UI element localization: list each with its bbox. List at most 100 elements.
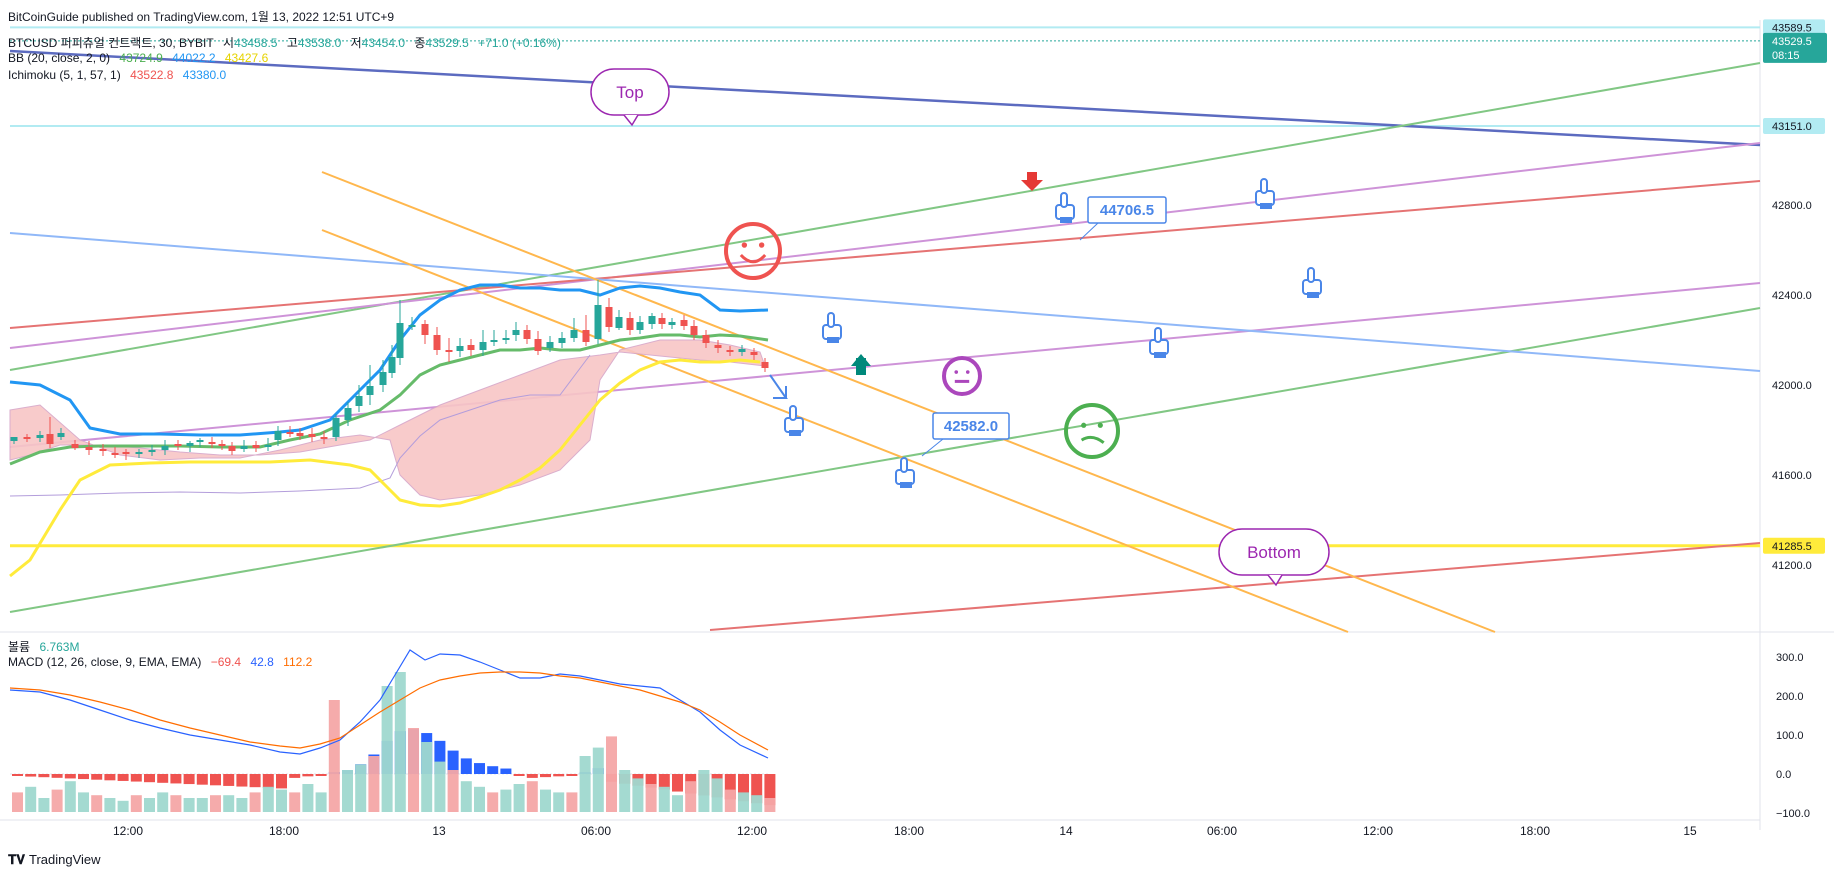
macd-axis-label: 300.0 xyxy=(1776,652,1804,664)
high-callout-text: 44706.5 xyxy=(1100,202,1154,219)
price-tag-box xyxy=(1763,118,1825,135)
hand-pointer-icon xyxy=(1302,267,1322,298)
ohlc-high: 고43538.0 xyxy=(287,36,341,50)
price-axis-label: 42000.0 xyxy=(1772,380,1812,392)
candle-body xyxy=(523,330,531,339)
ohlc-high-value: 43538.0 xyxy=(297,36,342,50)
candle-body xyxy=(135,452,143,454)
ichimoku-value-1: 43522.8 xyxy=(130,68,174,82)
macd-line xyxy=(9,649,769,759)
dizzy-face-icon-eye xyxy=(1081,422,1087,428)
candle-body xyxy=(445,350,453,352)
hand-pointer-icon xyxy=(1149,327,1169,358)
pink-channel-upper xyxy=(9,142,1761,349)
high-callout-pointer xyxy=(1079,222,1099,241)
candle-body xyxy=(366,386,374,395)
volume-bar xyxy=(302,784,314,812)
tradingview-logo-icon: 𝐓𝐕 xyxy=(8,852,25,867)
volume-bar xyxy=(78,792,89,812)
dizzy-face-icon-eye xyxy=(1097,422,1103,428)
happy-face-icon xyxy=(724,222,782,280)
happy-face-icon-mouth xyxy=(739,254,767,264)
volume-bar xyxy=(738,792,749,812)
candle-body xyxy=(36,435,44,438)
neutral-face-icon-outline xyxy=(942,356,982,396)
candle-body xyxy=(111,453,119,455)
macd-histogram-bar xyxy=(183,774,195,785)
time-axis-label: 18:00 xyxy=(269,824,299,838)
volume-bar xyxy=(130,795,142,812)
bb-value-2: 44022.2 xyxy=(172,51,216,65)
volume-bar xyxy=(685,781,697,812)
high-callout-box xyxy=(1087,196,1167,224)
candle-body xyxy=(502,338,510,340)
volume-bar xyxy=(91,795,103,812)
candle-body xyxy=(558,338,566,343)
hand-pointer-icon-finger xyxy=(789,405,797,421)
macd-histogram-bar xyxy=(210,774,221,786)
volume-bar xyxy=(104,798,116,812)
volume-bar xyxy=(526,781,538,812)
candle-body xyxy=(761,362,769,368)
volume-bar xyxy=(447,770,459,812)
ohlc-low-value: 43454.0 xyxy=(361,36,406,50)
macd-axis-label: 200.0 xyxy=(1776,691,1804,703)
candles xyxy=(10,280,769,460)
ohlc-close: 종43529.5 xyxy=(414,36,468,50)
candle-body xyxy=(594,305,602,339)
volume-bar xyxy=(619,770,631,812)
last-price-text: 43529.5 xyxy=(1772,36,1812,48)
macd-histogram-bar xyxy=(157,774,169,783)
volume-bar xyxy=(64,781,76,812)
hand-pointer-icon-finger xyxy=(900,457,908,473)
volume-bar xyxy=(394,672,406,812)
hand-pointer-icon-cuff xyxy=(827,337,839,343)
price-tag-text: 43589.5 xyxy=(1772,22,1812,34)
candle-body xyxy=(750,352,758,355)
bb-legend: BB (20, close, 2, 0) 43724.9 44022.2 434… xyxy=(8,51,274,65)
macd-histogram-bar xyxy=(764,774,776,806)
volume-bar xyxy=(51,789,63,812)
volume-bar xyxy=(540,789,551,812)
macd-histogram-bar xyxy=(500,768,512,774)
candle-body xyxy=(344,408,352,420)
hand-pointer-icon-cuff xyxy=(789,430,801,436)
symbol-legend: BTCUSD 퍼피츄얼 컨트랙트, 30, BYBIT 시43458.5 고43… xyxy=(8,34,567,51)
volume-bar xyxy=(408,728,419,812)
happy-face-icon-eye xyxy=(741,242,748,248)
candle-body xyxy=(456,346,464,351)
top-bubble-text: Top xyxy=(616,83,643,102)
macd-histogram-bar xyxy=(526,774,538,778)
candle-body xyxy=(274,431,282,440)
candle-body xyxy=(421,324,429,335)
macd-histogram-bar xyxy=(751,774,763,804)
volume-bar xyxy=(117,800,129,812)
neutral-face-icon-eye xyxy=(965,370,970,374)
ohlc-close-label: 종 xyxy=(414,36,426,50)
pink-channel-lower xyxy=(9,282,1761,448)
hand-pointer-icon-cuff xyxy=(1307,292,1319,298)
time-axis-label: 18:00 xyxy=(1520,824,1550,838)
macd-histogram-bar xyxy=(91,774,103,780)
low-callout-box xyxy=(932,412,1010,440)
high-callout: 44706.5 xyxy=(1079,196,1167,241)
macd-histogram-bar xyxy=(38,774,50,778)
hand-pointer-icon-finger xyxy=(827,312,835,328)
macd-histogram-bar xyxy=(315,774,327,776)
macd-histogram-bar xyxy=(196,774,208,785)
ohlc-low: 저43454.0 xyxy=(351,36,405,50)
price-change: +71.0 (+0.16%) xyxy=(478,36,561,50)
volume-bar xyxy=(289,792,301,812)
tradingview-footer[interactable]: 𝐓𝐕 TradingView xyxy=(8,852,101,868)
macd-histogram-bar xyxy=(104,774,116,781)
macd-histogram-bar xyxy=(724,774,736,800)
volume-bar xyxy=(658,786,670,812)
candle-body xyxy=(738,349,746,352)
neutral-face-icon xyxy=(942,356,982,396)
macd-histogram-bar xyxy=(78,774,89,780)
macd-value-3: 112.2 xyxy=(283,655,313,669)
candle-body xyxy=(186,443,194,446)
macd-axis-label: 100.0 xyxy=(1776,730,1804,742)
macd-histogram-bar xyxy=(289,774,301,778)
